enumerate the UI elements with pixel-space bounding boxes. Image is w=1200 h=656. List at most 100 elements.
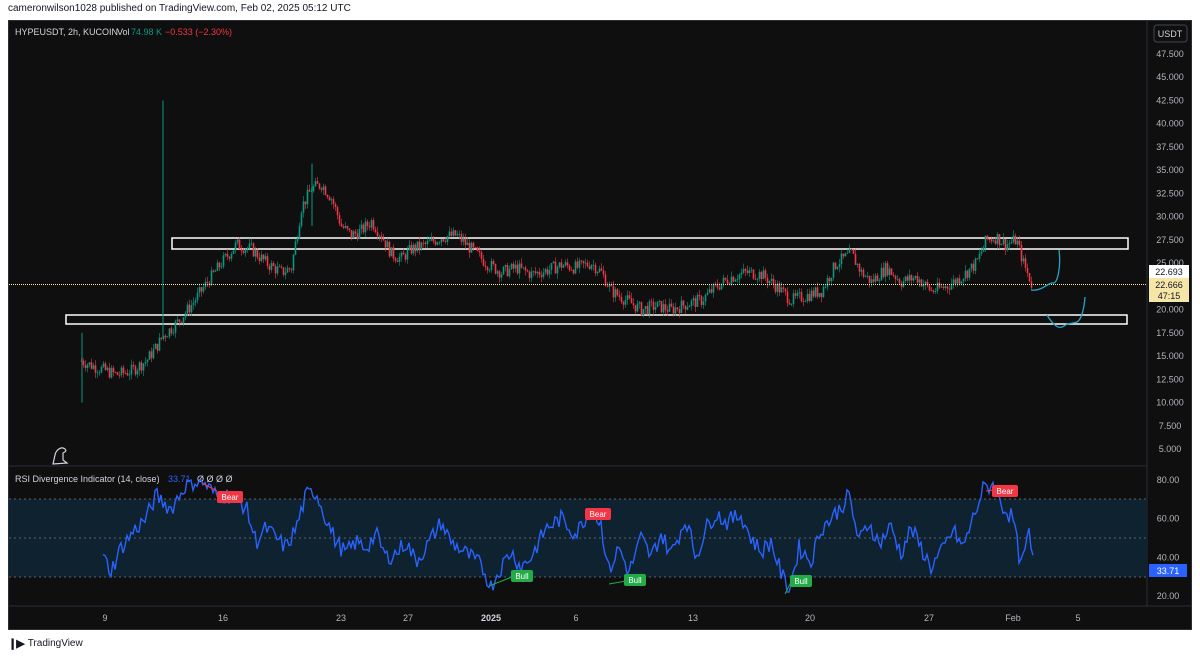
candle-body (824, 286, 827, 288)
candle-body (452, 230, 455, 236)
candle-body (916, 275, 919, 283)
candle-body (984, 235, 987, 248)
candle-body (472, 242, 475, 248)
candle-body (694, 298, 697, 307)
candle-body (216, 262, 219, 271)
candle-body (856, 263, 859, 265)
candle-body (344, 226, 347, 228)
chart-frame[interactable]: HYPEUSDT, 2h, KUCOIN Vol 74.98 K −0.533 … (8, 20, 1192, 630)
candle-body (222, 255, 225, 267)
candle-body (900, 283, 903, 287)
candle-body (774, 284, 777, 292)
rsi-line[interactable] (102, 478, 1034, 593)
resistance-zone[interactable] (171, 237, 1129, 250)
candle-body (888, 268, 891, 276)
candle-body (966, 270, 969, 278)
candle-body (458, 234, 461, 236)
candle-body (1006, 244, 1009, 250)
candle-body (468, 242, 471, 253)
time-tick-label: Feb (1005, 613, 1021, 623)
candle-body (870, 279, 873, 283)
tradingview-dino-icon[interactable] (52, 447, 69, 465)
candle-body (170, 328, 173, 334)
candle-body (414, 244, 417, 252)
candle-body (242, 250, 245, 253)
candle-body (122, 367, 125, 373)
candle-body (146, 359, 149, 362)
time-axis[interactable]: 9 16 23 27 2025 6 13 20 27 Feb 5 (102, 613, 1080, 623)
candle-body (84, 364, 87, 369)
candle-body (434, 241, 437, 245)
candle-body (666, 310, 669, 312)
candle-body (508, 268, 511, 277)
candle-body (682, 300, 685, 306)
candle-body (720, 283, 723, 290)
candle-body (746, 270, 749, 273)
candle-body (868, 275, 871, 283)
candle-body (144, 361, 147, 364)
candle-body (816, 287, 819, 297)
candle-body (848, 248, 851, 253)
candle-body (396, 260, 399, 262)
candle-body (890, 268, 893, 275)
candle-body (362, 224, 365, 233)
candle-body (214, 270, 217, 272)
price-tick-label: 7.500 (1159, 421, 1182, 431)
candle-body (1008, 243, 1011, 245)
candle-body (584, 262, 587, 264)
time-tick-label: 2025 (481, 613, 501, 623)
candle-body (282, 267, 285, 275)
candle-body (680, 300, 683, 313)
candle-body (1022, 258, 1025, 262)
candle-body (678, 309, 681, 313)
rsi-last-tag (1149, 564, 1187, 577)
high-price-text: 22.693 (1155, 267, 1183, 277)
candle-body (174, 321, 177, 333)
price-change: −0.533 (−2.30%) (165, 27, 232, 37)
candle-body (370, 220, 373, 228)
candle-body (702, 301, 705, 305)
candle-body (104, 363, 107, 370)
candle-body (430, 238, 433, 241)
candle-body (884, 263, 887, 277)
time-tick-label: 5 (1075, 613, 1080, 623)
candle-body (992, 240, 995, 242)
candle-body (200, 287, 203, 292)
candle-body (764, 270, 767, 278)
candle-body (944, 286, 947, 289)
candle-body (834, 262, 837, 270)
support-zone[interactable] (65, 314, 1128, 325)
candle-body (706, 292, 709, 295)
candle-body (566, 262, 569, 266)
symbol-name[interactable]: HYPEUSDT, 2h, KUCOIN (15, 27, 118, 37)
candle-body (254, 249, 257, 257)
candle-body (930, 290, 933, 292)
candle-body (974, 258, 977, 271)
candlestick-series[interactable] (80, 100, 1033, 403)
candle-body (82, 360, 85, 365)
projection-up-path[interactable] (1030, 249, 1061, 291)
candle-body (796, 292, 799, 296)
last-price-text: 22.666 (1155, 280, 1183, 290)
candle-body (618, 295, 621, 297)
candle-body (880, 267, 883, 281)
candle-body (372, 220, 375, 230)
candle-body (770, 278, 773, 281)
candle-body (624, 299, 627, 305)
footer-brand[interactable]: TradingView (27, 638, 83, 649)
candle-body (940, 286, 943, 288)
currency-button[interactable] (1153, 24, 1188, 43)
rsi-axis[interactable]: 80.00 60.00 40.00 20.00 (1157, 475, 1180, 601)
candle-body (294, 241, 297, 255)
candle-body (94, 365, 97, 373)
candle-body (238, 239, 241, 250)
candle-body (164, 335, 167, 338)
candle-body (420, 242, 423, 250)
chart-svg[interactable]: HYPEUSDT, 2h, KUCOIN Vol 74.98 K −0.533 … (9, 21, 1191, 629)
price-tick-label: 47.500 (1156, 49, 1184, 59)
projection-down-path[interactable] (1046, 296, 1086, 329)
candle-body (462, 238, 465, 242)
candle-body (416, 241, 419, 252)
rsi-title[interactable]: RSI Divergence Indicator (14, close) (15, 474, 160, 484)
candle-body (906, 276, 909, 281)
